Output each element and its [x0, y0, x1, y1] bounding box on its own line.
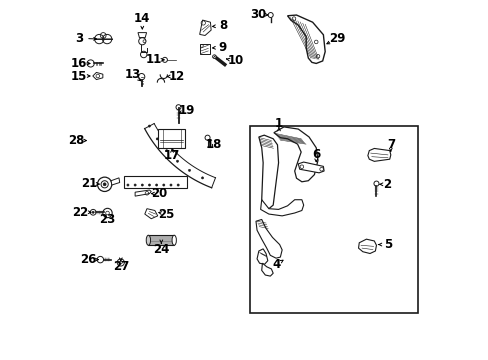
Polygon shape — [273, 127, 317, 182]
Text: 12: 12 — [168, 69, 184, 82]
Text: 22: 22 — [72, 206, 88, 219]
Ellipse shape — [172, 235, 176, 245]
Bar — [158, 129, 184, 148]
Text: 15: 15 — [70, 69, 87, 82]
Circle shape — [141, 184, 143, 186]
Polygon shape — [358, 239, 376, 253]
Text: 3: 3 — [75, 32, 83, 45]
Bar — [148, 235, 174, 245]
Polygon shape — [367, 148, 390, 161]
Text: 2: 2 — [383, 178, 390, 191]
Text: 23: 23 — [99, 213, 115, 226]
Text: 1: 1 — [274, 117, 283, 130]
Text: 17: 17 — [163, 149, 180, 162]
Circle shape — [92, 211, 94, 213]
Text: 13: 13 — [124, 68, 141, 81]
Circle shape — [148, 125, 150, 127]
Polygon shape — [257, 249, 267, 264]
Circle shape — [126, 184, 129, 186]
Circle shape — [169, 184, 172, 186]
Text: 6: 6 — [311, 148, 320, 161]
Ellipse shape — [146, 235, 150, 245]
Polygon shape — [260, 200, 303, 216]
Text: 5: 5 — [383, 238, 391, 251]
Text: 26: 26 — [80, 253, 97, 266]
Circle shape — [177, 184, 179, 186]
Circle shape — [201, 177, 203, 179]
Bar — [249, 126, 418, 313]
Circle shape — [176, 160, 178, 162]
Text: 29: 29 — [329, 32, 345, 45]
Text: 7: 7 — [386, 138, 394, 150]
Polygon shape — [199, 20, 211, 36]
Circle shape — [148, 184, 150, 186]
Polygon shape — [199, 44, 209, 54]
Circle shape — [142, 40, 145, 42]
Text: 9: 9 — [219, 41, 226, 54]
Text: 25: 25 — [158, 208, 175, 221]
Text: 18: 18 — [205, 138, 222, 150]
Circle shape — [165, 150, 167, 152]
Polygon shape — [258, 135, 278, 209]
Text: 19: 19 — [178, 104, 194, 117]
Polygon shape — [93, 72, 102, 80]
Text: 10: 10 — [227, 54, 243, 67]
Bar — [124, 176, 187, 188]
Text: 16: 16 — [70, 57, 87, 70]
Polygon shape — [144, 209, 158, 219]
Text: 30: 30 — [249, 8, 265, 21]
Text: 4: 4 — [272, 258, 280, 271]
Circle shape — [188, 169, 190, 171]
Polygon shape — [298, 162, 324, 173]
Circle shape — [155, 184, 158, 186]
Circle shape — [156, 138, 158, 140]
Text: 21: 21 — [81, 177, 98, 190]
Text: 11: 11 — [146, 53, 162, 66]
Text: 20: 20 — [151, 187, 167, 200]
Polygon shape — [135, 190, 151, 196]
Text: 8: 8 — [219, 19, 226, 32]
Text: 27: 27 — [112, 260, 129, 273]
Circle shape — [163, 184, 164, 186]
Circle shape — [134, 184, 136, 186]
Polygon shape — [138, 33, 146, 38]
Text: 14: 14 — [134, 12, 150, 25]
Text: 24: 24 — [153, 243, 169, 256]
Polygon shape — [287, 15, 325, 63]
Polygon shape — [111, 178, 120, 185]
Circle shape — [103, 183, 106, 186]
Polygon shape — [255, 220, 282, 258]
Polygon shape — [261, 263, 273, 276]
Text: 28: 28 — [68, 134, 84, 147]
Circle shape — [212, 55, 216, 58]
